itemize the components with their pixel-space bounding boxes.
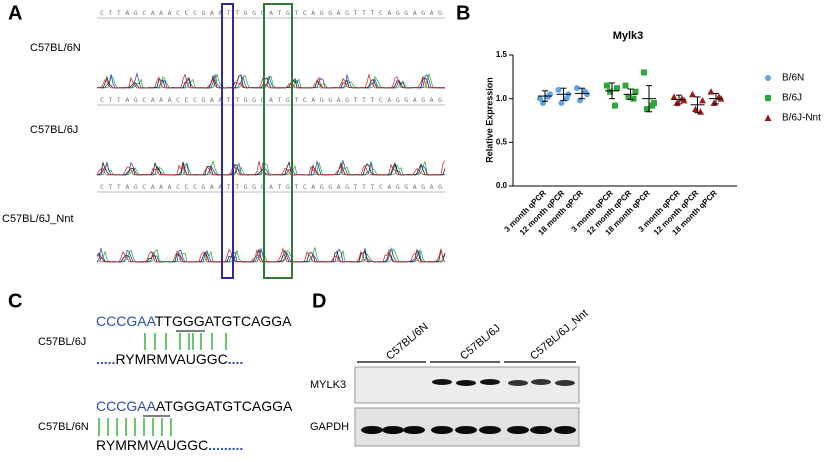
band — [455, 426, 477, 434]
lane-label: C57BL/6N — [384, 321, 431, 363]
guide-part: .... — [228, 351, 244, 367]
point — [673, 99, 681, 107]
base-calls: CTTAGCAAACCCGAATTGGGATGTCAGGAGTTTCAGGAGA… — [100, 9, 442, 17]
point — [574, 85, 580, 92]
band — [508, 380, 528, 386]
row-label: C57BL/6J_Nnt — [2, 213, 74, 225]
point — [697, 108, 704, 115]
point — [710, 99, 718, 107]
point — [614, 85, 620, 92]
match-ticks — [98, 418, 172, 436]
legend-swatch — [764, 114, 772, 121]
row-label: C57BL/6J — [30, 124, 78, 136]
legend-swatch — [765, 75, 771, 81]
match-ticks — [144, 333, 227, 350]
band — [507, 426, 529, 434]
base-calls: CTTAGCAAACCCGAATTGGGATGTCAGGAGTTTCAGGAGA… — [100, 96, 442, 104]
panel-letter: C — [8, 290, 22, 312]
band — [431, 426, 453, 434]
lane-label: C57BL/6J_Nnt — [528, 307, 591, 362]
seq-part: GGATGTCAGGA — [184, 398, 293, 414]
point — [612, 102, 618, 109]
trace — [96, 73, 446, 89]
seq-part: TTGGG — [155, 313, 205, 329]
band — [382, 426, 404, 434]
row-label: C57BL/6N — [30, 42, 81, 54]
panel-letter: B — [456, 2, 470, 24]
point — [641, 69, 647, 76]
point — [678, 95, 686, 102]
trace — [96, 247, 446, 263]
lane-label: C57BL/6J — [458, 322, 503, 362]
point — [670, 93, 678, 100]
guide-part: ......... — [208, 437, 243, 453]
guide-part: RYMRMVAUGGC — [96, 437, 208, 453]
band — [403, 426, 425, 434]
seq-part: AA — [137, 398, 156, 414]
point — [607, 88, 613, 95]
seq-part: CCCG — [96, 313, 137, 329]
band — [361, 426, 383, 434]
band — [530, 426, 552, 434]
row-label: C57BL/6J — [38, 336, 86, 348]
point — [689, 90, 696, 98]
panel-letter: D — [312, 290, 326, 312]
y-tick-label: 0.5 — [496, 137, 508, 146]
y-tick-label: 0.0 — [496, 181, 508, 190]
guide: RYMRMVAUGGC......... — [96, 437, 243, 453]
seq-part: CCCG — [96, 398, 137, 414]
seq-part: ATG — [156, 398, 184, 414]
chromatograms: CTTAGCAAACCCGAATTGGGATGTCAGGAGTTTCAGGAGA… — [96, 9, 446, 263]
point — [632, 88, 639, 95]
blot-label: GAPDH — [310, 421, 349, 433]
point — [699, 96, 706, 104]
legend-label: B/6J-Nnt — [782, 113, 821, 124]
row-label: C57BL/6N — [38, 421, 89, 433]
point — [649, 102, 655, 109]
sequence: CCCGAAATGGGATGTCAGGA — [96, 398, 293, 414]
point — [604, 82, 610, 89]
band — [479, 426, 501, 434]
y-tick-label: 1.0 — [496, 94, 508, 103]
bands — [361, 379, 576, 434]
legend-swatch — [765, 95, 771, 101]
band — [555, 380, 575, 386]
point — [625, 93, 632, 100]
band — [456, 380, 476, 386]
chart-title: Mylk3 — [613, 30, 644, 42]
highlight-box — [221, 3, 234, 279]
point — [707, 88, 715, 95]
seq-part: TCAGGA — [232, 313, 292, 329]
point — [545, 93, 551, 100]
y-axis-label: Relative Expression — [484, 77, 494, 163]
seq-part: AA — [137, 313, 156, 329]
seq-part: ATG — [205, 313, 233, 329]
sequence: CCCGAATTGGGATGTCAGGA — [96, 313, 292, 329]
point — [537, 95, 543, 102]
band — [480, 379, 500, 385]
legend-label: B/6J — [782, 93, 802, 104]
y-tick-label: 1.5 — [496, 50, 508, 59]
point — [630, 95, 637, 102]
band — [554, 426, 576, 434]
band — [432, 379, 452, 385]
panel-letter: A — [8, 2, 22, 24]
guide: .....RYMRMVAUGGC.... — [96, 351, 243, 367]
blot-label: MYLK3 — [310, 379, 346, 391]
trace — [96, 160, 446, 176]
point — [558, 100, 565, 107]
highlight-box — [263, 3, 293, 279]
point — [622, 82, 629, 89]
guide-part: RYMRMVAUGGC — [115, 351, 227, 367]
point — [644, 106, 650, 113]
point — [555, 86, 562, 93]
guide-part: ..... — [96, 351, 115, 367]
band — [531, 379, 551, 385]
base-calls: CTTAGCAAACCCGAATTGGGATGTCAGGAGTTTCAGGAGA… — [100, 183, 442, 191]
legend-label: B/6N — [782, 73, 804, 84]
